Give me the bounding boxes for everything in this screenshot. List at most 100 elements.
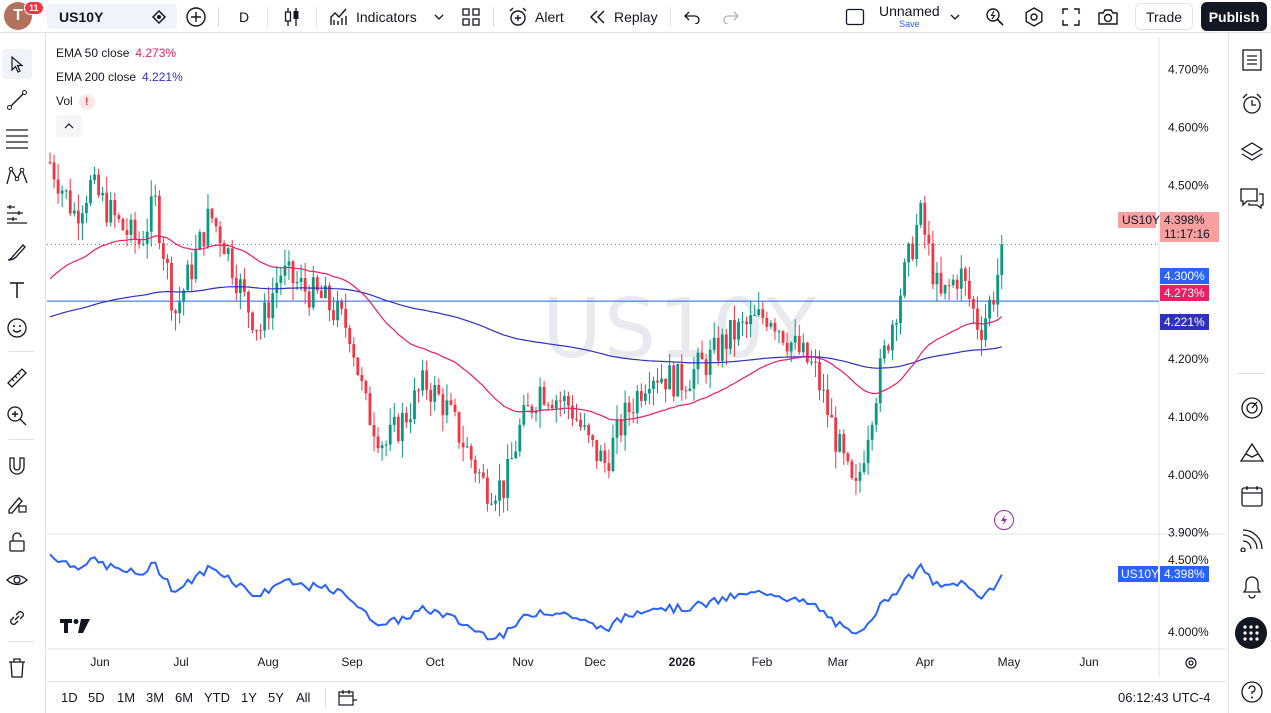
ideas-button[interactable] xyxy=(1239,439,1265,465)
cursor-tool[interactable] xyxy=(2,49,32,79)
range-1m[interactable]: 1M xyxy=(117,690,136,705)
calendar-button[interactable] xyxy=(1239,483,1265,509)
object-tree-button[interactable] xyxy=(1239,139,1265,165)
range-1d[interactable]: 1D xyxy=(61,690,78,705)
price-tick-label: 4.100% xyxy=(1168,410,1209,424)
chats-button[interactable] xyxy=(1239,185,1265,211)
apps-button[interactable] xyxy=(1235,617,1267,649)
candle-body xyxy=(692,369,696,389)
quick-search-button[interactable] xyxy=(984,0,1006,33)
candle-body xyxy=(704,359,708,375)
text-tool[interactable] xyxy=(4,277,30,303)
snapshot-button[interactable] xyxy=(1097,0,1119,33)
candle-body xyxy=(660,378,663,383)
replay-button[interactable]: Replay xyxy=(588,0,658,33)
candle-body xyxy=(457,412,461,443)
help-button[interactable] xyxy=(1239,679,1265,705)
remove-drawings-tool[interactable] xyxy=(4,655,30,681)
broadcast-icon xyxy=(1240,529,1263,552)
alerts-button[interactable] xyxy=(1239,91,1265,117)
candle-body xyxy=(591,435,595,441)
range-5y[interactable]: 5Y xyxy=(268,690,284,705)
ruler-tool[interactable] xyxy=(4,365,30,391)
publish-button[interactable]: Publish xyxy=(1201,2,1267,31)
interval-button[interactable]: D xyxy=(239,8,250,25)
brush-tool[interactable] xyxy=(4,239,30,265)
link-tool[interactable] xyxy=(4,605,30,631)
range-1y[interactable]: 1Y xyxy=(241,690,257,705)
range-5d[interactable]: 5D xyxy=(88,690,105,705)
indicators-dropdown[interactable] xyxy=(433,0,445,33)
technicals-button[interactable] xyxy=(1239,395,1265,421)
candle-body xyxy=(546,404,550,406)
templates-button[interactable] xyxy=(461,0,481,33)
candle-body xyxy=(866,439,870,464)
fib-tool[interactable] xyxy=(4,125,30,151)
hline-price-label[interactable]: 4.300% xyxy=(1160,268,1209,284)
price-chart[interactable]: 4.700% 4.600% 4.500% 4.100% 4.000% 3.900% 4.20… xyxy=(47,37,1226,677)
time-axis-settings[interactable] xyxy=(1183,655,1199,676)
goto-date-button[interactable] xyxy=(337,688,357,711)
magnet-tool[interactable] xyxy=(4,453,30,479)
add-symbol-button[interactable] xyxy=(185,0,207,33)
zoom-tool[interactable] xyxy=(4,403,30,429)
candle-body xyxy=(992,299,996,305)
trend-line-tool[interactable] xyxy=(4,87,30,113)
chart-pane[interactable]: US10Y 4.700% 4.600% 4.500% 4.100% 4.000% 3.90… xyxy=(47,37,1226,677)
redo-button[interactable] xyxy=(722,0,740,33)
range-3m[interactable]: 3M xyxy=(146,690,165,705)
ema200-legend[interactable]: EMA 200 close 4.221% xyxy=(56,70,183,84)
indicators-button[interactable]: Indicators xyxy=(329,0,417,33)
candle-body xyxy=(854,477,858,481)
range-6m[interactable]: 6M xyxy=(175,690,194,705)
events-lightning-icon[interactable] xyxy=(994,510,1014,530)
candle-body xyxy=(153,195,157,197)
candle-body xyxy=(465,446,469,448)
range-all[interactable]: All xyxy=(296,690,311,705)
clock[interactable]: 06:12:43 UTC-4 xyxy=(1118,690,1211,705)
tradingview-logo[interactable] xyxy=(59,617,91,637)
candle-body xyxy=(230,248,234,278)
user-avatar[interactable]: T 11 xyxy=(4,1,44,30)
candle-body xyxy=(814,361,817,363)
alert-button[interactable]: Alert xyxy=(507,0,564,33)
candle-body xyxy=(550,405,554,409)
streams-button[interactable] xyxy=(1239,527,1265,553)
settings-button[interactable] xyxy=(1023,0,1045,33)
time-tick-label: May xyxy=(998,655,1021,669)
ema50-legend[interactable]: EMA 50 close 4.273% xyxy=(56,46,177,60)
time-tick-label: Sep xyxy=(341,655,363,669)
candle-body xyxy=(567,396,570,406)
volume-legend[interactable]: Vol! xyxy=(56,94,95,110)
lock-drawings-tool[interactable] xyxy=(4,529,30,555)
candle-body xyxy=(417,390,420,392)
candle-body xyxy=(1000,244,1004,275)
range-ytd[interactable]: YTD xyxy=(204,690,230,705)
fullscreen-button[interactable] xyxy=(1061,0,1081,33)
layout-dropdown[interactable] xyxy=(949,0,961,33)
trade-button[interactable]: Trade xyxy=(1135,3,1193,30)
layout-select-checkbox[interactable] xyxy=(845,0,865,33)
watchlist-button[interactable] xyxy=(1239,47,1265,73)
plus-circle-icon xyxy=(186,6,206,27)
time-tick-label: Jun xyxy=(1079,655,1098,669)
candle-body xyxy=(700,352,704,360)
undo-button[interactable] xyxy=(683,0,701,33)
emoji-tool[interactable] xyxy=(4,315,30,341)
sub-pane-line xyxy=(49,553,1003,641)
drawing-toolbar xyxy=(0,33,46,713)
hide-drawings-tool[interactable] xyxy=(4,567,30,593)
camera-icon xyxy=(1098,8,1118,25)
symbol-search[interactable]: US10Y xyxy=(47,4,177,29)
layout-name[interactable]: Unnamed Save xyxy=(879,3,940,29)
candle-body xyxy=(72,210,76,214)
candle-body xyxy=(174,310,177,314)
candle-body xyxy=(85,202,88,214)
chart-type-button[interactable] xyxy=(283,0,301,33)
notifications-button[interactable] xyxy=(1239,573,1265,599)
pattern-tool[interactable] xyxy=(4,163,30,189)
forecast-tool[interactable] xyxy=(4,201,30,227)
candle-body xyxy=(105,192,109,223)
collapse-legend-button[interactable] xyxy=(56,115,82,137)
stay-drawing-tool[interactable] xyxy=(4,491,30,517)
